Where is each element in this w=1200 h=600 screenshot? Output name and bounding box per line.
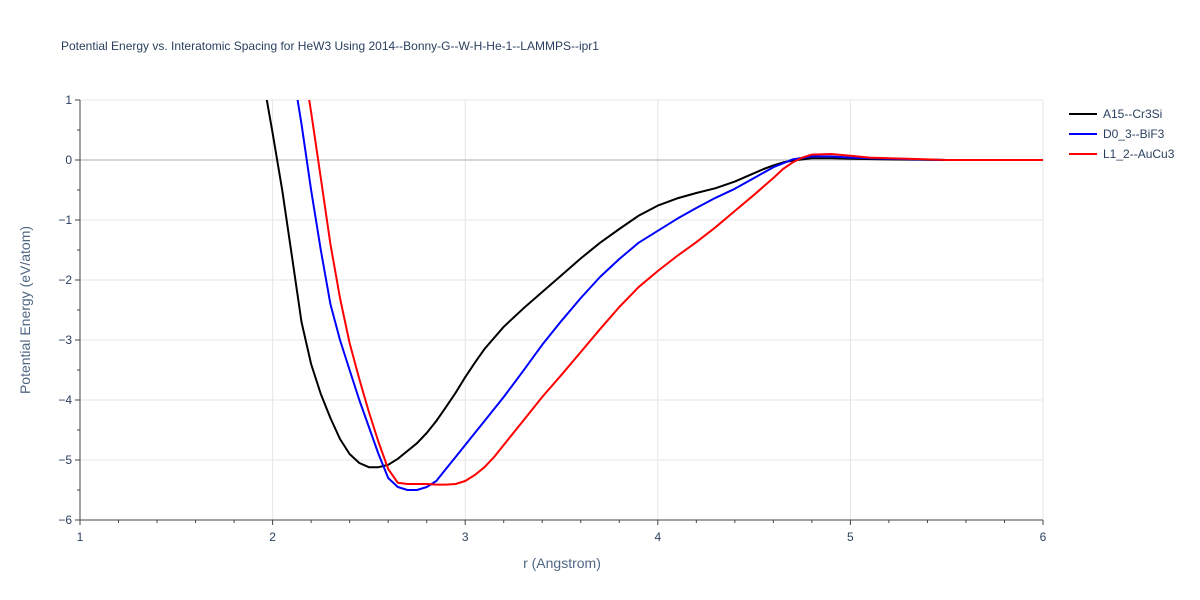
ticks-layer: 1 2 3 4 5 6 1 0 −1 −2 −3 −4 −5 −6	[58, 93, 1046, 544]
legend-label: A15--Cr3Si	[1103, 107, 1162, 121]
x-axis-label: r (Angstrom)	[523, 555, 601, 571]
x-tick-label: 5	[847, 530, 854, 544]
y-tick-label: −1	[58, 213, 72, 227]
series-line-l1-2-aucu3[interactable]	[308, 100, 1043, 486]
chart-title: Potential Energy vs. Interatomic Spacing…	[61, 39, 599, 53]
x-tick-label: 6	[1040, 530, 1047, 544]
legend-item[interactable]: D0_3--BiF3	[1069, 127, 1165, 141]
y-tick-label: −2	[58, 273, 72, 287]
x-tick-label: 1	[77, 530, 84, 544]
x-tick-label: 2	[269, 530, 276, 544]
series-line-d0-3-bif3[interactable]	[296, 100, 1043, 491]
axes-layer	[75, 99, 1044, 525]
x-tick-label: 3	[462, 530, 469, 544]
y-tick-label: −6	[58, 513, 72, 527]
y-tick-label: 0	[65, 153, 72, 167]
legend-item[interactable]: L1_2--AuCu3	[1069, 147, 1175, 161]
y-axis-label: Potential Energy (eV/atom)	[17, 226, 33, 394]
y-tick-label: −3	[58, 333, 72, 347]
legend-label: L1_2--AuCu3	[1103, 147, 1175, 161]
legend-item[interactable]: A15--Cr3Si	[1069, 107, 1162, 121]
legend-label: D0_3--BiF3	[1103, 127, 1165, 141]
series-layer	[265, 100, 1043, 491]
series-line-a15-cr3si[interactable]	[265, 100, 1043, 469]
x-tick-label: 4	[654, 530, 661, 544]
legend[interactable]: A15--Cr3Si D0_3--BiF3 L1_2--AuCu3	[1069, 107, 1175, 161]
y-tick-label: −5	[58, 453, 72, 467]
y-tick-label: −4	[58, 393, 72, 407]
y-tick-label: 1	[65, 93, 72, 107]
grid-layer	[80, 99, 1044, 520]
